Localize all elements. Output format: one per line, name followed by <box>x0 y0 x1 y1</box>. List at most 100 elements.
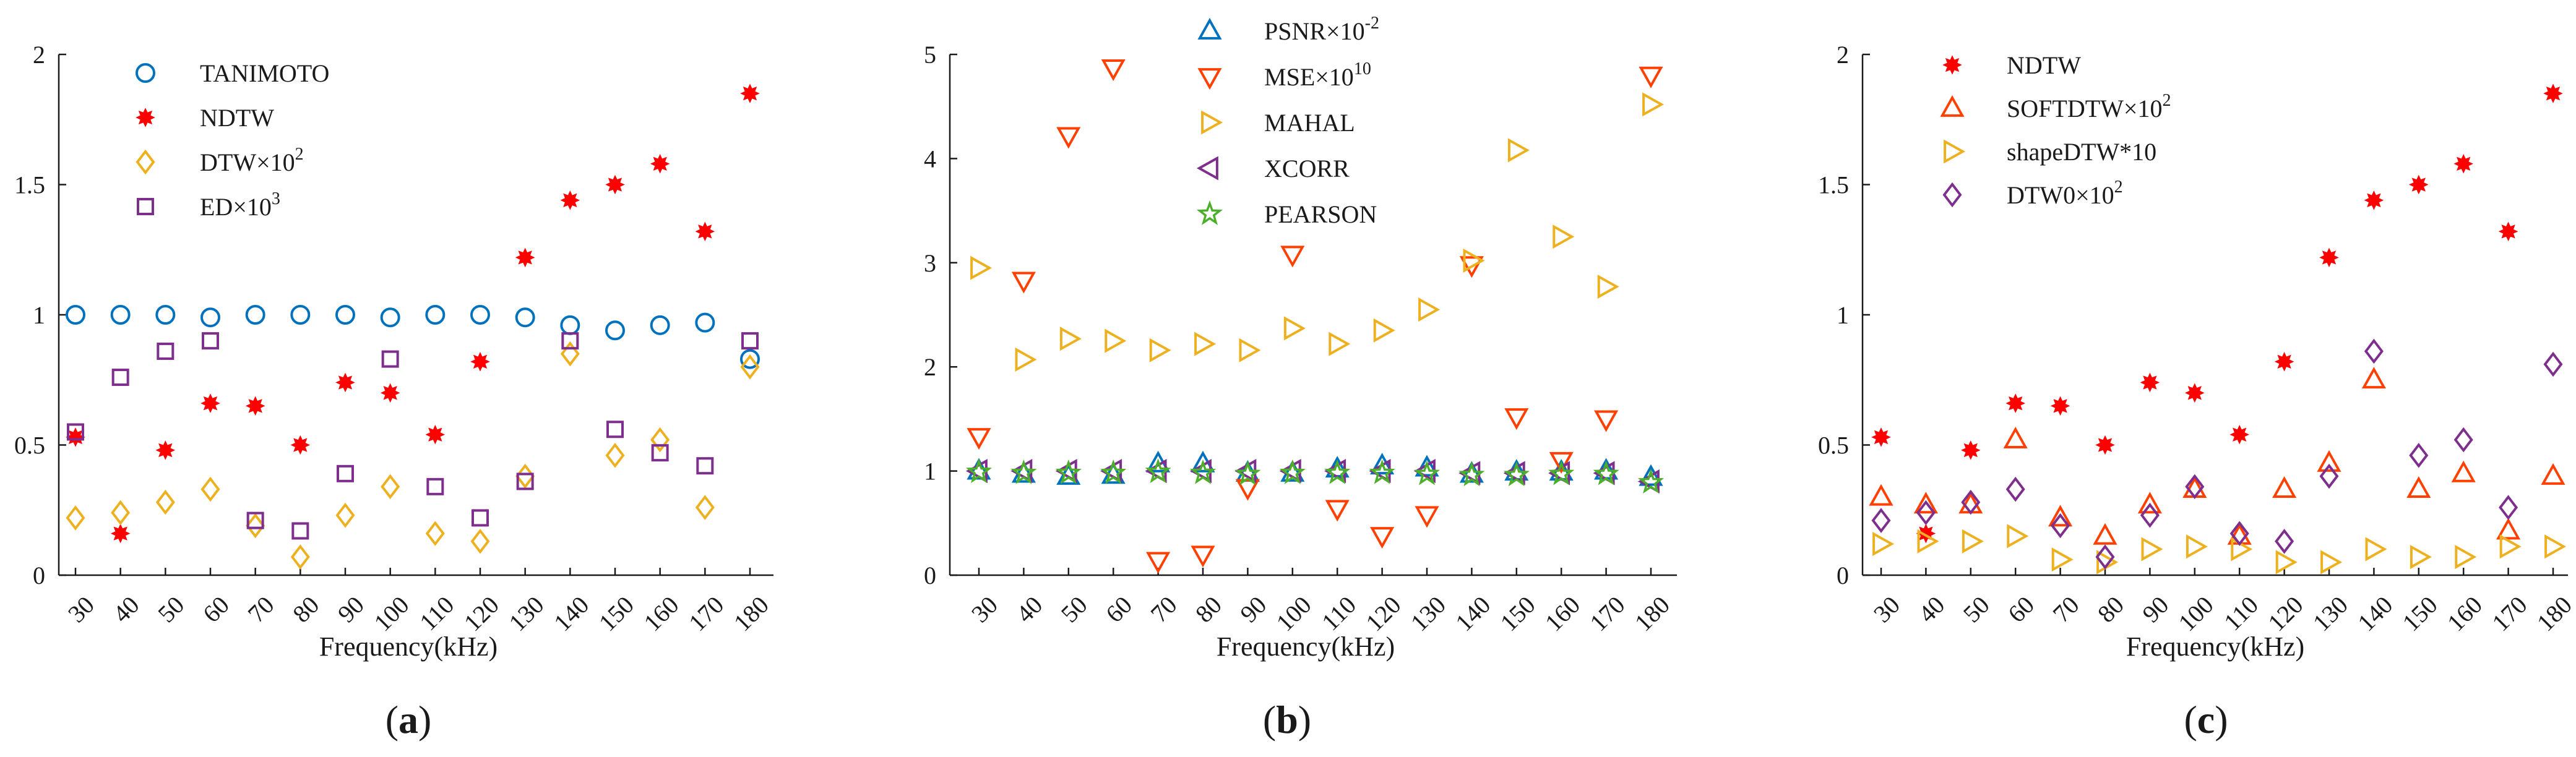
data-point <box>2005 393 2025 413</box>
data-point <box>2320 550 2343 575</box>
legend-marker <box>1942 55 1962 75</box>
y-ticks: 0 0.5 1 1.5 2 <box>14 41 66 589</box>
legend-label: TANIMOTO <box>200 59 329 87</box>
data-point <box>202 332 219 350</box>
data-point <box>1871 508 1891 533</box>
legend-marker <box>1196 200 1223 225</box>
data-point <box>425 305 446 325</box>
legend-marker <box>1944 139 1966 164</box>
data-point <box>2003 426 2028 448</box>
data-point <box>1370 527 1395 549</box>
data-point <box>245 305 265 325</box>
y-tick-label: 2 <box>1837 41 1849 69</box>
legend-item: TANIMOTO <box>136 59 329 87</box>
data-point <box>1549 451 1574 474</box>
data-point <box>472 509 489 527</box>
data-point <box>1101 59 1126 81</box>
data-point <box>2275 528 2294 554</box>
data-point <box>1145 458 1171 484</box>
data-point <box>1234 460 1261 485</box>
legend-label: PSNR×10-2 <box>1264 14 1379 45</box>
data-point <box>1639 464 1663 486</box>
data-point <box>2409 174 2429 195</box>
data-point <box>1872 531 1895 557</box>
data-point <box>1011 272 1036 294</box>
legend: PSNR×10-2 MSE×1010 MAHAL XCORR PEARSON <box>1196 14 1379 228</box>
data-point <box>2275 550 2298 575</box>
data-point <box>2499 534 2522 559</box>
legend-label: shapeDTW*10 <box>2007 138 2156 166</box>
data-point <box>67 423 84 441</box>
data-point <box>2095 544 2115 570</box>
y-tick-label: 2 <box>33 41 45 69</box>
data-point <box>2451 460 2476 482</box>
data-point <box>1418 297 1441 322</box>
data-point <box>335 372 355 393</box>
data-point <box>2050 396 2070 416</box>
data-point <box>2410 544 2432 570</box>
data-point <box>1329 331 1351 356</box>
data-point <box>426 477 444 495</box>
legend: NDTW SOFTDTW×102 shapeDTW*10 DTW0×102 <box>1940 51 2171 209</box>
data-point <box>380 383 400 403</box>
data-point <box>155 305 176 325</box>
data-point <box>2093 523 2117 545</box>
data-point <box>970 255 993 280</box>
data-point <box>696 457 714 475</box>
data-point <box>2499 495 2518 520</box>
data-point <box>110 305 131 325</box>
data-point <box>1189 459 1217 484</box>
series-mahal <box>970 92 1665 372</box>
data-point <box>110 523 131 544</box>
legend-label: SOFTDTW×102 <box>2007 91 2171 122</box>
series-tanimoto <box>66 305 760 369</box>
panel-label-close: ) <box>1298 698 1311 742</box>
data-point <box>335 305 355 325</box>
legend-label: DTW0×102 <box>2007 177 2123 209</box>
series-ndtw <box>66 83 760 544</box>
data-point <box>605 320 625 341</box>
data-point <box>290 305 311 325</box>
data-point <box>155 489 175 515</box>
data-point <box>1871 427 1891 447</box>
data-point <box>651 444 669 462</box>
data-point <box>2229 424 2249 445</box>
data-point <box>1415 455 1439 477</box>
data-point <box>695 221 715 242</box>
data-point <box>1194 331 1217 356</box>
data-point <box>200 307 220 328</box>
data-point <box>2007 524 2029 549</box>
y-tick-label: 1.5 <box>14 171 45 199</box>
data-point <box>1239 338 1261 362</box>
data-point <box>1503 461 1530 487</box>
series-softdtw-10-2 <box>1869 367 2565 545</box>
y-tick-label: 0.5 <box>1818 432 1849 460</box>
data-point <box>2317 450 2341 472</box>
data-point <box>695 312 715 333</box>
data-point <box>1507 138 1530 163</box>
data-point <box>1597 274 1619 299</box>
series-ndtw <box>1871 83 2563 544</box>
data-point <box>2541 463 2565 485</box>
data-point <box>290 544 310 570</box>
data-point <box>1639 66 1663 88</box>
data-point <box>245 396 265 416</box>
legend-item: NDTW <box>1942 51 2081 79</box>
data-point <box>1373 318 1395 343</box>
legend-marker <box>137 198 154 215</box>
legend-label: NDTW <box>200 104 274 132</box>
data-point <box>1961 489 1981 515</box>
legend-label: PEARSON <box>1264 200 1377 228</box>
data-point <box>1149 338 1171 362</box>
data-point <box>1100 459 1127 484</box>
data-point <box>1553 225 1575 249</box>
data-point <box>561 332 579 350</box>
data-point <box>1458 461 1485 487</box>
data-point <box>337 464 354 482</box>
y-tick-label: 1 <box>1837 301 1849 329</box>
data-point <box>2319 463 2339 489</box>
data-point <box>2319 247 2339 268</box>
data-point <box>155 440 176 460</box>
panel-label: (a) <box>386 698 432 742</box>
panel-label-close: ) <box>418 698 431 742</box>
